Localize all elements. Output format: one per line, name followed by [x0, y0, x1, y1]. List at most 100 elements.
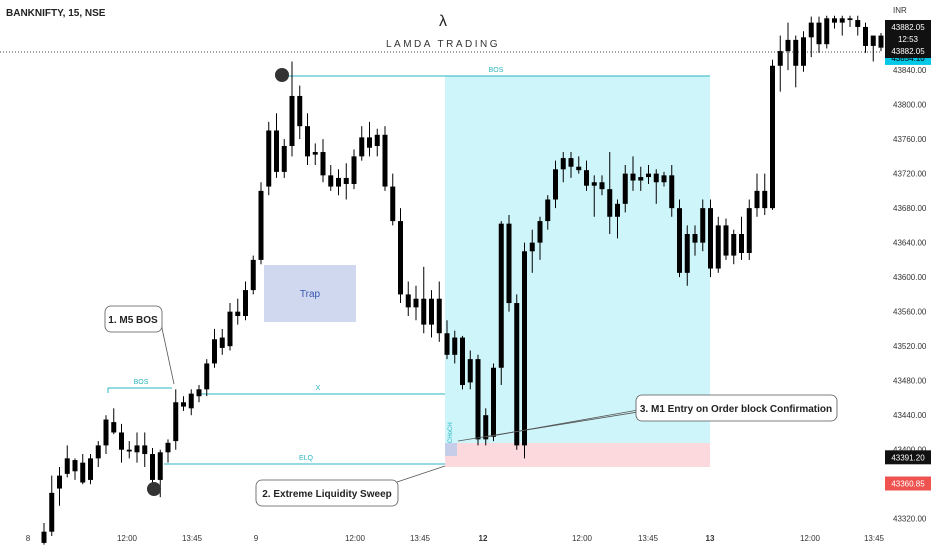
- candle: [808, 16, 814, 58]
- candle: [560, 152, 566, 183]
- price-tick-label: 43760.00: [893, 135, 927, 144]
- candle-body: [498, 223, 504, 368]
- candle-body: [770, 65, 775, 209]
- candle-body: [421, 298, 427, 325]
- price-tick-label: 43320.00: [893, 515, 927, 524]
- candle-body: [274, 130, 279, 172]
- candle: [312, 143, 318, 165]
- candle: [142, 432, 148, 467]
- candle-body: [382, 134, 388, 187]
- candle: [289, 61, 295, 157]
- callout-2-pointer: [396, 465, 446, 483]
- candles-layer: [41, 15, 884, 545]
- price-tick-label: 43520.00: [893, 342, 927, 351]
- candle-body: [258, 190, 264, 260]
- candle-body: [591, 182, 597, 186]
- candle: [715, 216, 721, 273]
- candle-body: [506, 223, 512, 304]
- price-tick-label: 43440.00: [893, 411, 927, 420]
- candle-body: [785, 39, 791, 52]
- candle: [359, 126, 365, 161]
- candle: [173, 389, 179, 450]
- candle-body: [692, 234, 698, 243]
- candle: [863, 22, 868, 53]
- candle-body: [715, 225, 721, 269]
- callout-2[interactable]: 2. Extreme Liquidity Sweep: [255, 479, 399, 507]
- candle: [119, 423, 124, 463]
- trap-label: Trap: [300, 289, 321, 300]
- callout-1[interactable]: 1. M5 BOS: [104, 305, 163, 333]
- candle: [785, 22, 791, 71]
- candle-body: [467, 359, 473, 383]
- candle-body: [708, 208, 713, 269]
- candle: [250, 255, 256, 295]
- candle-body: [452, 337, 458, 355]
- candle: [188, 389, 194, 416]
- candle-body: [855, 20, 861, 27]
- candle-body: [653, 173, 659, 183]
- time-tick-label: 9: [254, 534, 259, 543]
- candle: [320, 139, 326, 183]
- candle: [568, 152, 574, 178]
- candle-body: [312, 152, 318, 155]
- bos-top-label: BOS: [489, 67, 504, 74]
- candle-body: [560, 158, 566, 170]
- target-zone: [445, 76, 710, 443]
- candle: [196, 385, 202, 403]
- candle-body: [398, 221, 403, 295]
- candle-body: [95, 445, 101, 459]
- callout-3[interactable]: 3. M1 Entry on Order block Confirmation: [635, 394, 838, 422]
- candle: [421, 266, 427, 334]
- candle-body: [839, 18, 845, 23]
- price-badge-label: 43391.20: [891, 453, 925, 462]
- candle: [57, 466, 62, 506]
- elq-label: ELQ: [299, 455, 314, 462]
- candle-body: [64, 458, 70, 474]
- candle-body: [801, 37, 806, 66]
- order-block-zone: [445, 443, 457, 456]
- candle-body: [553, 169, 558, 200]
- time-tick-label: 8: [26, 534, 31, 543]
- candle: [88, 454, 93, 485]
- candle: [111, 408, 117, 435]
- price-tick-label: 43840.00: [893, 66, 927, 75]
- time-tick-label: 12: [479, 534, 488, 543]
- candle: [584, 160, 589, 191]
- candle-body: [219, 337, 225, 348]
- candle: [615, 199, 620, 239]
- candle-body: [134, 445, 140, 453]
- candle: [754, 173, 760, 217]
- candle: [336, 169, 341, 196]
- candle-body: [808, 22, 814, 38]
- time-axis[interactable]: 8 12:00 13:45 9 12:00 13:45 12 12:00 13:45 13 12:0…: [26, 534, 885, 543]
- candle: [165, 439, 171, 463]
- candle-body: [142, 445, 148, 455]
- candle: [227, 303, 233, 351]
- candle: [700, 199, 706, 252]
- candle: [522, 242, 527, 459]
- candle-body: [320, 152, 326, 176]
- price-badge: [885, 476, 931, 491]
- candle-body: [491, 367, 496, 437]
- candle-body: [700, 208, 706, 243]
- candle-body: [777, 51, 783, 66]
- candle: [514, 294, 520, 450]
- candle-body: [126, 449, 132, 452]
- candle: [677, 199, 682, 278]
- candle: [793, 35, 799, 88]
- candle-body: [599, 182, 605, 190]
- candle-body: [88, 458, 93, 480]
- candle-body: [374, 134, 380, 147]
- candle-body: [305, 126, 310, 157]
- price-badge-label: 43360.85: [891, 479, 925, 488]
- candle-body: [289, 95, 295, 147]
- candle: [351, 149, 357, 190]
- candle-body: [475, 359, 481, 440]
- candle: [576, 156, 582, 174]
- candle: [855, 15, 861, 36]
- candle-body: [545, 199, 551, 222]
- time-tick-label: 12:00: [345, 534, 366, 543]
- callout-1-pointer: [159, 318, 175, 385]
